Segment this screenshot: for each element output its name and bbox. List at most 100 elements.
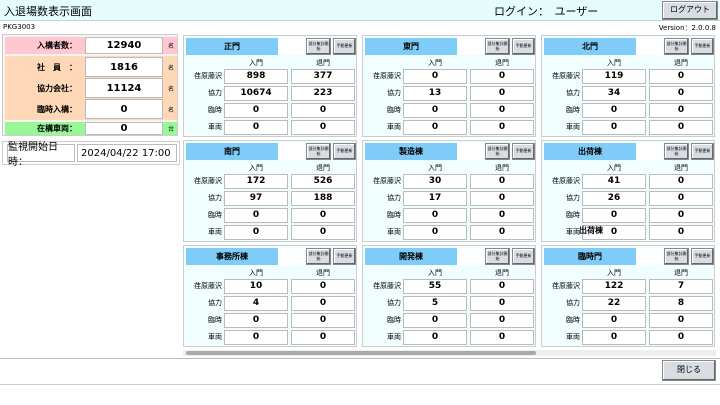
count-in: 10674 — [224, 86, 288, 101]
count-out: 0 — [649, 225, 713, 240]
gate-panel: 開発棟 部分集計開始 手動更新 入門 退門 荏原藤沢 55 0 協力 5 0 臨時 0 0 車両 0 0 — [362, 245, 536, 347]
count-out: 0 — [470, 86, 534, 101]
partial-count-button[interactable]: 部分集計開始 — [664, 248, 689, 265]
gate-panel: 臨時門 部分集計開始 手動更新 入門 退門 荏原藤沢 122 7 協力 22 8 臨時 0 0 車両 0 0 — [541, 245, 715, 347]
scrollbar-thumb[interactable] — [186, 351, 536, 355]
count-in: 5 — [403, 296, 467, 311]
count-in: 0 — [224, 103, 288, 118]
partial-count-button[interactable]: 部分集計開始 — [306, 248, 331, 265]
col-header-out: 退門 — [316, 164, 330, 172]
gate-name: 正門 — [186, 38, 278, 55]
count-out: 7 — [649, 279, 713, 294]
row-label: 協力 — [387, 299, 401, 307]
screen-id: PKG3003 — [3, 23, 36, 31]
gate-panel: 製造棟 部分集計開始 手動更新 入門 退門 荏原藤沢 30 0 協力 17 0 臨時 0 0 車両 0 0 — [362, 140, 536, 242]
count-out: 0 — [649, 120, 713, 135]
divider — [0, 358, 720, 359]
manual-update-button[interactable]: 手動更新 — [691, 248, 714, 265]
row-label: 協力 — [208, 194, 222, 202]
col-header-in: 入門 — [249, 59, 263, 67]
partial-count-button[interactable]: 部分集計開始 — [664, 38, 689, 55]
count-in: 0 — [224, 208, 288, 223]
manual-update-button[interactable]: 手動更新 — [333, 143, 356, 160]
count-out: 0 — [470, 174, 534, 189]
row-label: 荏原藤沢 — [194, 72, 222, 80]
summary-unit: 台 — [167, 126, 174, 133]
partial-count-button[interactable]: 部分集計開始 — [485, 248, 510, 265]
count-in: 17 — [403, 191, 467, 206]
summary-unit: 名 — [167, 43, 174, 50]
count-in: 172 — [224, 174, 288, 189]
count-in: 0 — [582, 103, 646, 118]
summary-value: 0 — [85, 99, 163, 119]
count-in: 0 — [403, 330, 467, 345]
col-header-out: 退門 — [316, 269, 330, 277]
manual-update-button[interactable]: 手動更新 — [512, 248, 535, 265]
count-in: 55 — [403, 279, 467, 294]
col-header-out: 退門 — [316, 59, 330, 67]
title-bar — [0, 0, 720, 21]
logout-button[interactable]: ログアウト — [662, 1, 718, 20]
row-label: 荏原藤沢 — [373, 177, 401, 185]
monitor-start: 監視開始日時： 2024/04/22 17:00 — [2, 141, 180, 168]
count-out: 0 — [649, 174, 713, 189]
count-in: 0 — [224, 313, 288, 328]
count-in: 10 — [224, 279, 288, 294]
col-header-out: 退門 — [495, 59, 509, 67]
partial-count-button[interactable]: 部分集計開始 — [485, 143, 510, 160]
manual-update-button[interactable]: 手動更新 — [333, 248, 356, 265]
count-out: 0 — [649, 103, 713, 118]
partial-count-button[interactable]: 部分集計開始 — [485, 38, 510, 55]
row-label: 臨時 — [208, 211, 222, 219]
count-out: 0 — [470, 279, 534, 294]
gate-status-box — [457, 38, 483, 55]
summary-label: 在構車両： — [37, 124, 77, 133]
count-in: 0 — [224, 225, 288, 240]
count-in: 30 — [403, 174, 467, 189]
summary-row: 社 員 ： 1816 名 — [5, 57, 177, 77]
count-out: 0 — [649, 86, 713, 101]
summary-value: 0 — [85, 122, 163, 135]
count-out: 0 — [470, 191, 534, 206]
manual-update-button[interactable]: 手動更新 — [512, 38, 535, 55]
count-out: 0 — [291, 296, 355, 311]
count-out: 223 — [291, 86, 355, 101]
summary-label: 社 員 ： — [37, 62, 77, 72]
partial-count-button[interactable]: 部分集計開始 — [306, 143, 331, 160]
partial-count-button[interactable]: 部分集計開始 — [664, 143, 689, 160]
summary-row: 臨時入構： 0 名 — [5, 99, 177, 119]
monitor-start-label: 監視開始日時： — [7, 142, 75, 168]
count-out: 0 — [470, 69, 534, 84]
gate-status-box — [278, 38, 304, 55]
col-header-out: 退門 — [674, 164, 688, 172]
row-label: 荏原藤沢 — [194, 282, 222, 290]
gate-status-box — [457, 248, 483, 265]
row-label: 臨時 — [208, 106, 222, 114]
count-out: 0 — [649, 191, 713, 206]
count-in: 0 — [403, 313, 467, 328]
manual-update-button[interactable]: 手動更新 — [333, 38, 356, 55]
partial-count-button[interactable]: 部分集計開始 — [306, 38, 331, 55]
row-label: 車両 — [566, 123, 580, 131]
col-header-in: 入門 — [428, 164, 442, 172]
count-out: 0 — [470, 208, 534, 223]
summary-row: 在構車両： 0 台 — [5, 122, 177, 135]
row-label: 荏原藤沢 — [552, 177, 580, 185]
row-label: 荏原藤沢 — [373, 72, 401, 80]
close-button[interactable]: 閉じる — [662, 360, 716, 381]
gate-name: 南門 — [186, 143, 278, 160]
gate-panel: 東門 部分集計開始 手動更新 入門 退門 荏原藤沢 0 0 協力 13 0 臨時 0 0 車両 0 0 — [362, 35, 536, 137]
version: Version：2.0.0.8 — [658, 24, 716, 32]
gate-name: 製造棟 — [365, 143, 457, 160]
row-label: 臨時 — [208, 316, 222, 324]
status-bar — [0, 384, 720, 405]
gate-name: 事務所棟 — [186, 248, 278, 265]
count-out: 0 — [470, 330, 534, 345]
count-in: 41 — [582, 174, 646, 189]
gate-status-box — [636, 38, 662, 55]
manual-update-button[interactable]: 手動更新 — [691, 38, 714, 55]
row-label: 臨時 — [566, 211, 580, 219]
manual-update-button[interactable]: 手動更新 — [691, 143, 714, 160]
count-out: 0 — [649, 313, 713, 328]
manual-update-button[interactable]: 手動更新 — [512, 143, 535, 160]
